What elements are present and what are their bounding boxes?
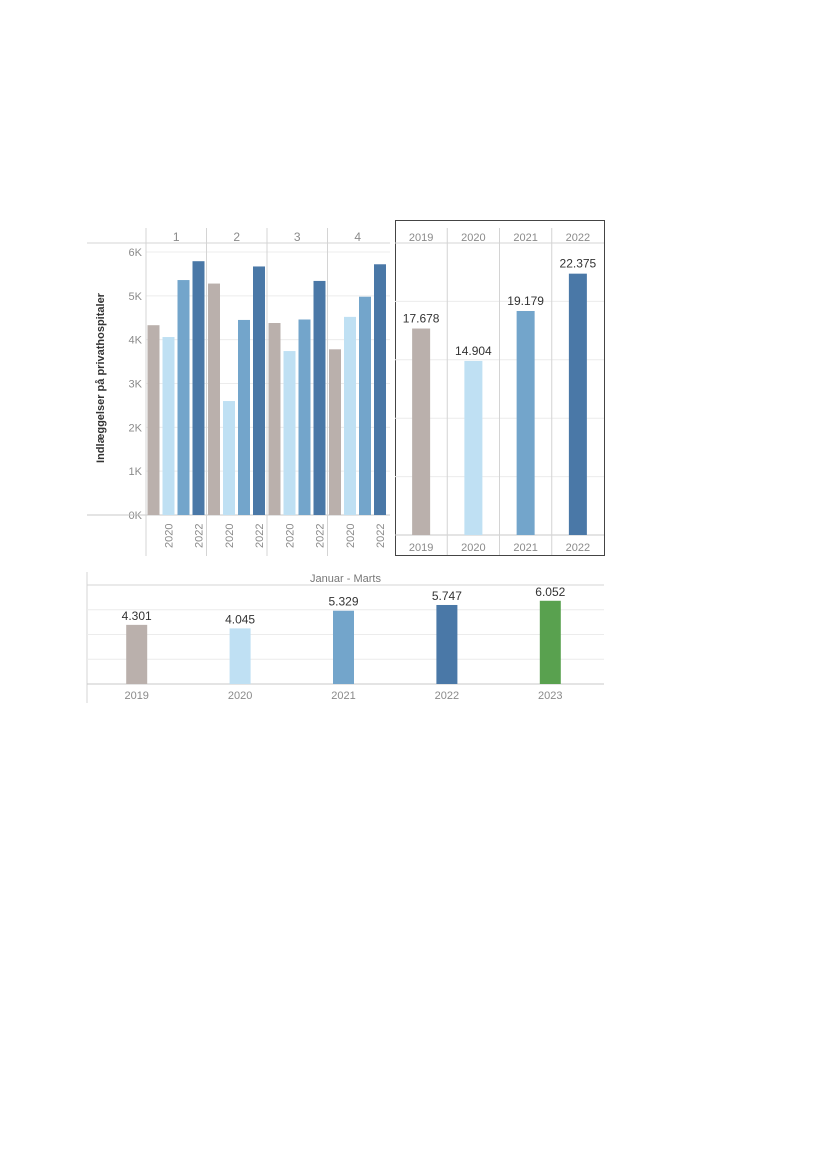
bar-q1-2020 bbox=[162, 337, 175, 515]
data-label: 17.678 bbox=[403, 312, 440, 326]
column-header: 2020 bbox=[461, 232, 485, 244]
bar-2020 bbox=[229, 628, 251, 684]
jan-mar-chart: Januar - Marts 4.301 2019 4.045 2020 5.329 202… bbox=[86, 572, 604, 703]
bar-q3-2019 bbox=[268, 323, 281, 515]
data-label: 14.904 bbox=[455, 344, 492, 358]
y-tick-label: 0K bbox=[129, 510, 143, 522]
y-tick-label: 1K bbox=[129, 466, 143, 478]
x-tick-label: 2019 bbox=[409, 542, 433, 554]
y-tick-label: 6K bbox=[129, 247, 143, 259]
y-tick-label: 2K bbox=[129, 422, 143, 434]
x-tick-label: 2020 bbox=[285, 524, 297, 548]
data-label: 4.045 bbox=[225, 612, 255, 626]
x-tick-label: 2021 bbox=[331, 690, 355, 702]
x-tick-label: 2022 bbox=[375, 524, 387, 548]
x-tick-label: 2021 bbox=[513, 542, 537, 554]
bar-2021 bbox=[333, 610, 354, 684]
bar-2019 bbox=[126, 624, 148, 684]
bar-2022 bbox=[436, 604, 458, 684]
bar-2020 bbox=[464, 360, 483, 535]
quarter-label: 3 bbox=[294, 230, 301, 244]
data-label: 5.329 bbox=[328, 595, 358, 609]
bar-2019 bbox=[412, 328, 431, 535]
column-header: 2022 bbox=[566, 232, 590, 244]
y-tick-label: 4K bbox=[129, 335, 143, 347]
data-label: 4.301 bbox=[122, 609, 152, 623]
bar-q4-2019 bbox=[329, 349, 341, 515]
panel-frame bbox=[395, 220, 605, 556]
bar-2022 bbox=[568, 273, 587, 535]
x-tick-label: 2020 bbox=[164, 524, 176, 548]
bar-q4-2021 bbox=[359, 296, 371, 515]
x-tick-label: 2022 bbox=[435, 690, 459, 702]
x-tick-label: 2022 bbox=[194, 524, 206, 548]
column-header: 2019 bbox=[409, 232, 433, 244]
y-tick-label: 5K bbox=[129, 291, 143, 303]
bar-2023 bbox=[539, 600, 561, 684]
y-axis-title: Indlæggelser på privathospitaler bbox=[95, 292, 107, 463]
x-tick-label: 2020 bbox=[461, 542, 485, 554]
data-label: 22.375 bbox=[560, 257, 597, 271]
bar-q2-2022 bbox=[253, 266, 265, 515]
quarterly-chart: 0K 1K 2K 3K 4K 5K 6K Indlæggelser på privathosp… bbox=[87, 228, 390, 556]
x-tick-label: 2019 bbox=[124, 690, 148, 702]
bar-q1-2019 bbox=[147, 325, 160, 515]
x-tick-label: 2022 bbox=[315, 524, 327, 548]
bar-q4-2020 bbox=[344, 316, 356, 515]
bar-q1-2021 bbox=[177, 280, 190, 515]
bar-2021 bbox=[516, 310, 535, 535]
y-tick-label: 3K bbox=[129, 379, 143, 391]
bar-q3-2021 bbox=[298, 319, 311, 515]
quarter-label: 1 bbox=[173, 230, 180, 244]
column-header: 2021 bbox=[513, 232, 537, 244]
bar-q3-2022 bbox=[313, 280, 326, 515]
quarter-label: 4 bbox=[354, 230, 361, 244]
yearly-total-chart: 2019 2019 17.678 2020 2020 14.904 2021 2021 19.1… bbox=[395, 220, 605, 556]
bar-q2-2020 bbox=[223, 401, 235, 515]
bar-q4-2022 bbox=[374, 264, 386, 515]
bar-q2-2019 bbox=[208, 283, 220, 515]
data-label: 5.747 bbox=[432, 589, 462, 603]
x-tick-label: 2020 bbox=[228, 690, 252, 702]
x-tick-label: 2020 bbox=[224, 524, 236, 548]
bar-q1-2022 bbox=[192, 261, 205, 515]
bar-q3-2020 bbox=[283, 351, 296, 515]
x-tick-label: 2023 bbox=[538, 690, 562, 702]
data-label: 19.179 bbox=[507, 294, 544, 308]
quarter-label: 2 bbox=[233, 230, 240, 244]
chart-title: Januar - Marts bbox=[310, 573, 381, 585]
x-tick-label: 2022 bbox=[566, 542, 590, 554]
bar-q2-2021 bbox=[238, 319, 250, 515]
x-tick-label: 2022 bbox=[254, 524, 266, 548]
x-tick-label: 2020 bbox=[345, 524, 357, 548]
data-label: 6.052 bbox=[535, 585, 565, 599]
